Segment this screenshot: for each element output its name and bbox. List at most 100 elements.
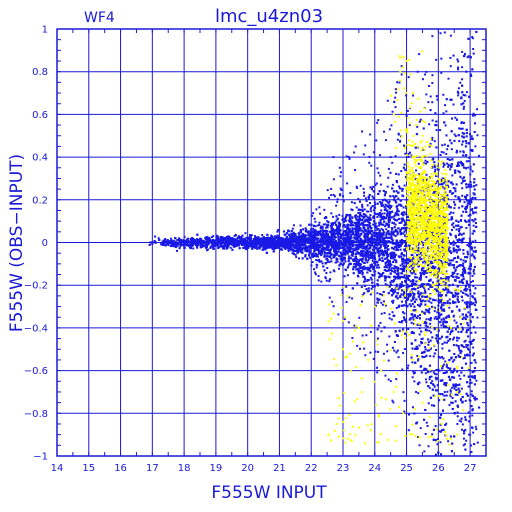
data-point (457, 354, 460, 357)
data-point (461, 187, 464, 190)
data-point (470, 390, 473, 393)
data-point (449, 168, 452, 171)
data-point (333, 241, 336, 244)
data-point (428, 318, 431, 321)
data-point (243, 247, 246, 250)
data-point (462, 154, 465, 157)
data-point (313, 228, 316, 231)
data-point (469, 272, 472, 275)
data-point (457, 91, 460, 94)
data-point (423, 287, 426, 290)
data-point (465, 91, 468, 94)
data-point (434, 266, 437, 269)
data-point (313, 230, 316, 233)
data-point (211, 238, 214, 241)
data-point (465, 313, 468, 316)
data-point (378, 229, 381, 232)
data-point (443, 309, 446, 312)
data-point (438, 301, 441, 304)
data-point (424, 300, 427, 303)
data-point (469, 382, 472, 385)
data-point (433, 310, 436, 313)
data-point (460, 350, 463, 353)
data-point (442, 363, 445, 366)
data-point (436, 311, 439, 314)
data-point (454, 301, 457, 304)
data-point (353, 257, 356, 260)
data-point (397, 356, 400, 359)
data-point (418, 278, 421, 281)
data-point (242, 246, 245, 249)
data-point (470, 361, 473, 364)
data-point (370, 264, 373, 267)
data-point (304, 253, 307, 256)
data-point (466, 304, 469, 307)
data-point (456, 393, 459, 396)
data-point (411, 267, 414, 270)
data-point (206, 244, 209, 247)
data-point (437, 234, 440, 237)
data-point (454, 385, 457, 388)
data-point (417, 359, 420, 362)
data-point (464, 288, 467, 291)
data-point (366, 261, 369, 264)
data-point (182, 242, 185, 245)
data-point (474, 396, 477, 399)
data-point (431, 200, 434, 203)
data-point (326, 226, 329, 229)
data-point (453, 207, 456, 210)
data-point (392, 299, 395, 302)
data-point (441, 365, 444, 368)
data-point (345, 244, 348, 247)
data-point (321, 227, 324, 230)
data-point (442, 304, 445, 307)
data-point (439, 291, 442, 294)
data-point (240, 237, 243, 240)
data-point (352, 243, 355, 246)
data-point (444, 229, 447, 232)
data-point (430, 206, 433, 209)
data-point (431, 281, 434, 284)
data-point (433, 372, 436, 375)
data-point (404, 221, 407, 224)
data-point (363, 208, 366, 211)
data-point (399, 248, 402, 251)
data-point (437, 205, 440, 208)
data-point (463, 166, 466, 169)
data-point (393, 265, 396, 268)
data-point (450, 218, 453, 221)
data-point (402, 206, 405, 209)
data-point (319, 234, 322, 237)
data-point (425, 162, 428, 165)
data-point (374, 246, 377, 249)
data-point (421, 310, 424, 313)
data-point (317, 245, 320, 248)
data-point (319, 249, 322, 252)
data-point (325, 272, 328, 275)
data-point (364, 238, 367, 241)
data-point (161, 243, 164, 246)
data-point (331, 253, 334, 256)
data-point (439, 129, 442, 132)
data-point (433, 227, 436, 230)
data-point (353, 260, 356, 263)
data-point (446, 341, 449, 344)
data-point (460, 226, 463, 229)
data-point (213, 244, 216, 247)
data-point (322, 249, 325, 252)
data-point (382, 239, 385, 242)
data-point (430, 301, 433, 304)
data-point (314, 229, 317, 232)
data-point (464, 207, 467, 210)
data-point (390, 230, 393, 233)
data-point (418, 256, 421, 259)
panel-label: WF4 (84, 10, 115, 26)
data-point (461, 423, 464, 426)
data-point (403, 163, 406, 166)
data-point (440, 324, 443, 327)
data-point (322, 233, 325, 236)
data-point (377, 276, 380, 279)
data-point (469, 320, 472, 323)
data-point (307, 230, 310, 233)
data-point (394, 234, 397, 237)
